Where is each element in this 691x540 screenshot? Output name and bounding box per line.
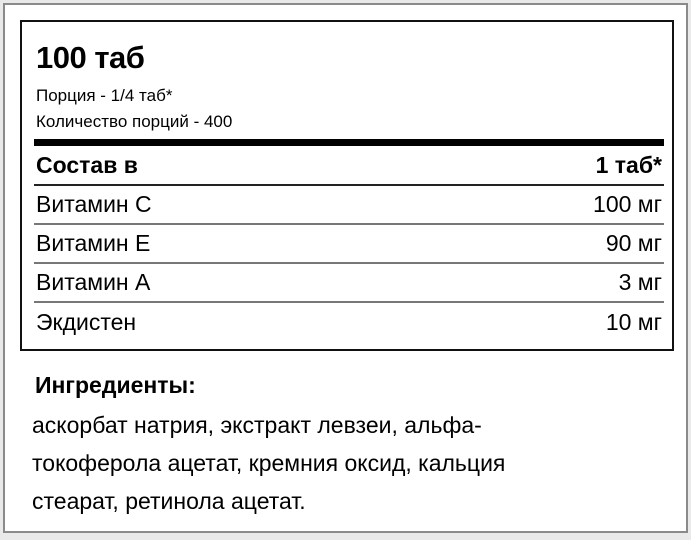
header-right: 1 таб* xyxy=(595,152,662,178)
table-row: Витамин А 3 мг xyxy=(34,264,664,303)
nutrient-amount: 10 мг xyxy=(605,309,662,335)
table-row: Экдистен 10 мг xyxy=(34,303,664,342)
ingredients-text: аскорбат натрия, экстракт левзеи, альфа-… xyxy=(32,406,662,520)
serving-size: Порция - 1/4 таб* xyxy=(36,86,173,105)
package-title: 100 таб xyxy=(36,40,145,75)
table-row: Витамин Е 90 мг xyxy=(34,225,664,264)
table-row: Витамин С 100 мг xyxy=(34,186,664,225)
composition-box: 100 таб Порция - 1/4 таб* Количество пор… xyxy=(20,20,674,351)
table-header: Состав в 1 таб* xyxy=(34,147,664,186)
ingredients-line: стеарат, ретинола ацетат. xyxy=(32,488,306,514)
servings-count: Количество порций - 400 xyxy=(36,112,233,131)
label-frame: 100 таб Порция - 1/4 таб* Количество пор… xyxy=(3,3,688,533)
nutrient-name: Витамин А xyxy=(36,269,151,295)
header-left: Состав в xyxy=(36,152,138,178)
nutrient-amount: 3 мг xyxy=(618,269,662,295)
nutrient-name: Витамин С xyxy=(36,191,152,217)
nutrient-name: Экдистен xyxy=(36,309,137,335)
nutrient-name: Витамин Е xyxy=(36,230,151,256)
nutrient-amount: 90 мг xyxy=(605,230,662,256)
ingredients-line: токоферола ацетат, кремния оксид, кальци… xyxy=(32,450,506,476)
nutrient-amount: 100 мг xyxy=(593,191,662,217)
ingredients-title: Ингредиенты: xyxy=(35,372,196,398)
thick-divider xyxy=(34,139,664,146)
ingredients-line: аскорбат натрия, экстракт левзеи, альфа- xyxy=(32,412,482,438)
